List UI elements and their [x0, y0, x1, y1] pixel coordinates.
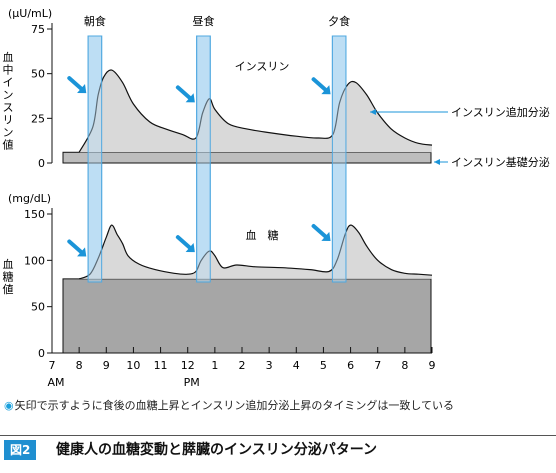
insulin-meal-arrow-head [77, 83, 87, 94]
x-tick-label: 12 [181, 359, 195, 372]
footnote-text: 矢印で示すように食後の血糖上昇とインスリン追加分泌上昇のタイミングは一致している [14, 399, 455, 412]
glucose-meal-arrow [175, 235, 195, 253]
insulin-y-title-char: 中 [3, 64, 14, 77]
meal-label: 朝食 [84, 14, 106, 28]
insulin-meal-arrow [67, 76, 87, 94]
x-tick-label: 2 [239, 359, 246, 372]
insulin-curve-line [78, 69, 433, 153]
x-tick-label: 3 [266, 359, 273, 372]
x-tick-label: 4 [293, 359, 300, 372]
bullet-circle-icon: ◉ [4, 399, 14, 412]
panel-glucose: 0 50 100 150 (mg/dL) 血糖値 血 糖 [3, 192, 433, 360]
glucose-y-unit: (mg/dL) [8, 192, 51, 205]
x-tick-label: 9 [103, 359, 110, 372]
glucose-y-title-char: 値 [3, 283, 14, 296]
footnote: ◉矢印で示すように食後の血糖上昇とインスリン追加分泌上昇のタイミングは一致してい… [4, 397, 454, 413]
caption-divider [0, 435, 556, 436]
x-sublabel-am: AM [47, 376, 64, 389]
glucose-y-tick-label: 0 [38, 347, 45, 360]
insulin-y-title-char: イ [3, 76, 14, 89]
figure-number: 図2 [4, 440, 37, 460]
meal-band-overlay [196, 35, 211, 283]
insulin-panel-label: インスリン [235, 60, 290, 73]
insulin-y-tick-label: 75 [31, 23, 45, 36]
glucose-y-tick-label: 50 [31, 301, 45, 314]
bolus-callout: インスリン追加分泌 [370, 105, 550, 119]
glucose-meal-arrow-head [185, 243, 195, 253]
insulin-y-tick-label: 25 [31, 112, 45, 125]
insulin-y-title-char: ン [3, 89, 14, 102]
insulin-y-title-char: 血 [3, 50, 14, 64]
glucose-meal-arrow-shaft [311, 224, 328, 239]
chart-figure: 0255075(μU/mL)血中インスリン値インスリン050100150(mg/… [3, 7, 550, 389]
x-tick-label: 5 [320, 359, 327, 372]
meal-label: 昼食 [192, 14, 214, 28]
basal-callout-head [434, 159, 440, 165]
glucose-meal-arrow [67, 239, 87, 257]
basal-callout-label: インスリン基礎分泌 [451, 156, 550, 169]
figure-title: 健康人の血糖変動と膵臓のインスリン分泌パターン [56, 442, 378, 458]
glucose-y-title-char: 糖 [3, 270, 14, 284]
x-tick-label: 8 [401, 359, 408, 372]
insulin-y-title-char: ン [3, 126, 14, 139]
insulin-y-title-char: ス [3, 101, 14, 114]
x-tick-label: 11 [154, 359, 168, 372]
insulin-y-tick-label: 0 [38, 157, 45, 170]
glucose-y-tick-label: 150 [24, 208, 45, 221]
meal-label: 夕食 [328, 14, 350, 28]
insulin-meal-arrow [175, 85, 195, 103]
glucose-curve-line [78, 224, 433, 280]
x-tick-label: 7 [49, 359, 56, 372]
glucose-y-tick-label: 100 [24, 254, 45, 267]
glucose-y-title-char: 血 [3, 257, 14, 271]
glucose-meal-arrow-shaft [175, 235, 192, 250]
x-tick-label: 9 [429, 359, 436, 372]
insulin-meal-arrow [311, 77, 331, 95]
insulin-meal-arrow-shaft [175, 85, 192, 100]
x-tick-label: 1 [211, 359, 218, 372]
bolus-callout-label: インスリン追加分泌 [451, 105, 550, 119]
glucose-meal-arrow-shaft [67, 239, 84, 254]
basal-secretion-block [62, 151, 432, 164]
glucose-panel-label: 血 糖 [246, 228, 279, 242]
glucose-meal-arrow-head [77, 247, 87, 257]
x-tick-label: 10 [126, 359, 140, 372]
x-tick-label: 8 [76, 359, 83, 372]
basal-callout: インスリン基礎分泌 [434, 156, 550, 169]
x-sublabel-pm: PM [184, 376, 200, 389]
bolus-callout-head [370, 109, 376, 115]
x-tick-label: 6 [347, 359, 354, 372]
glucose-meal-arrow [311, 224, 331, 242]
insulin-y-unit: (μU/mL) [8, 7, 52, 20]
glucose-baseline-block [62, 278, 432, 354]
meal-band-overlay [87, 35, 103, 283]
insulin-y-title-char: 値 [3, 139, 14, 152]
insulin-curve-area [79, 69, 433, 153]
insulin-y-title-char: リ [3, 114, 14, 127]
insulin-meal-arrow-shaft [67, 76, 84, 91]
glucose-meal-arrow-head [321, 231, 331, 242]
insulin-meal-arrow-head [185, 93, 195, 103]
insulin-meal-arrow-shaft [311, 77, 328, 92]
meal-band-overlay [331, 35, 347, 283]
insulin-meal-arrow-head [321, 85, 331, 95]
insulin-y-tick-label: 50 [31, 68, 45, 81]
x-tick-label: 7 [374, 359, 381, 372]
